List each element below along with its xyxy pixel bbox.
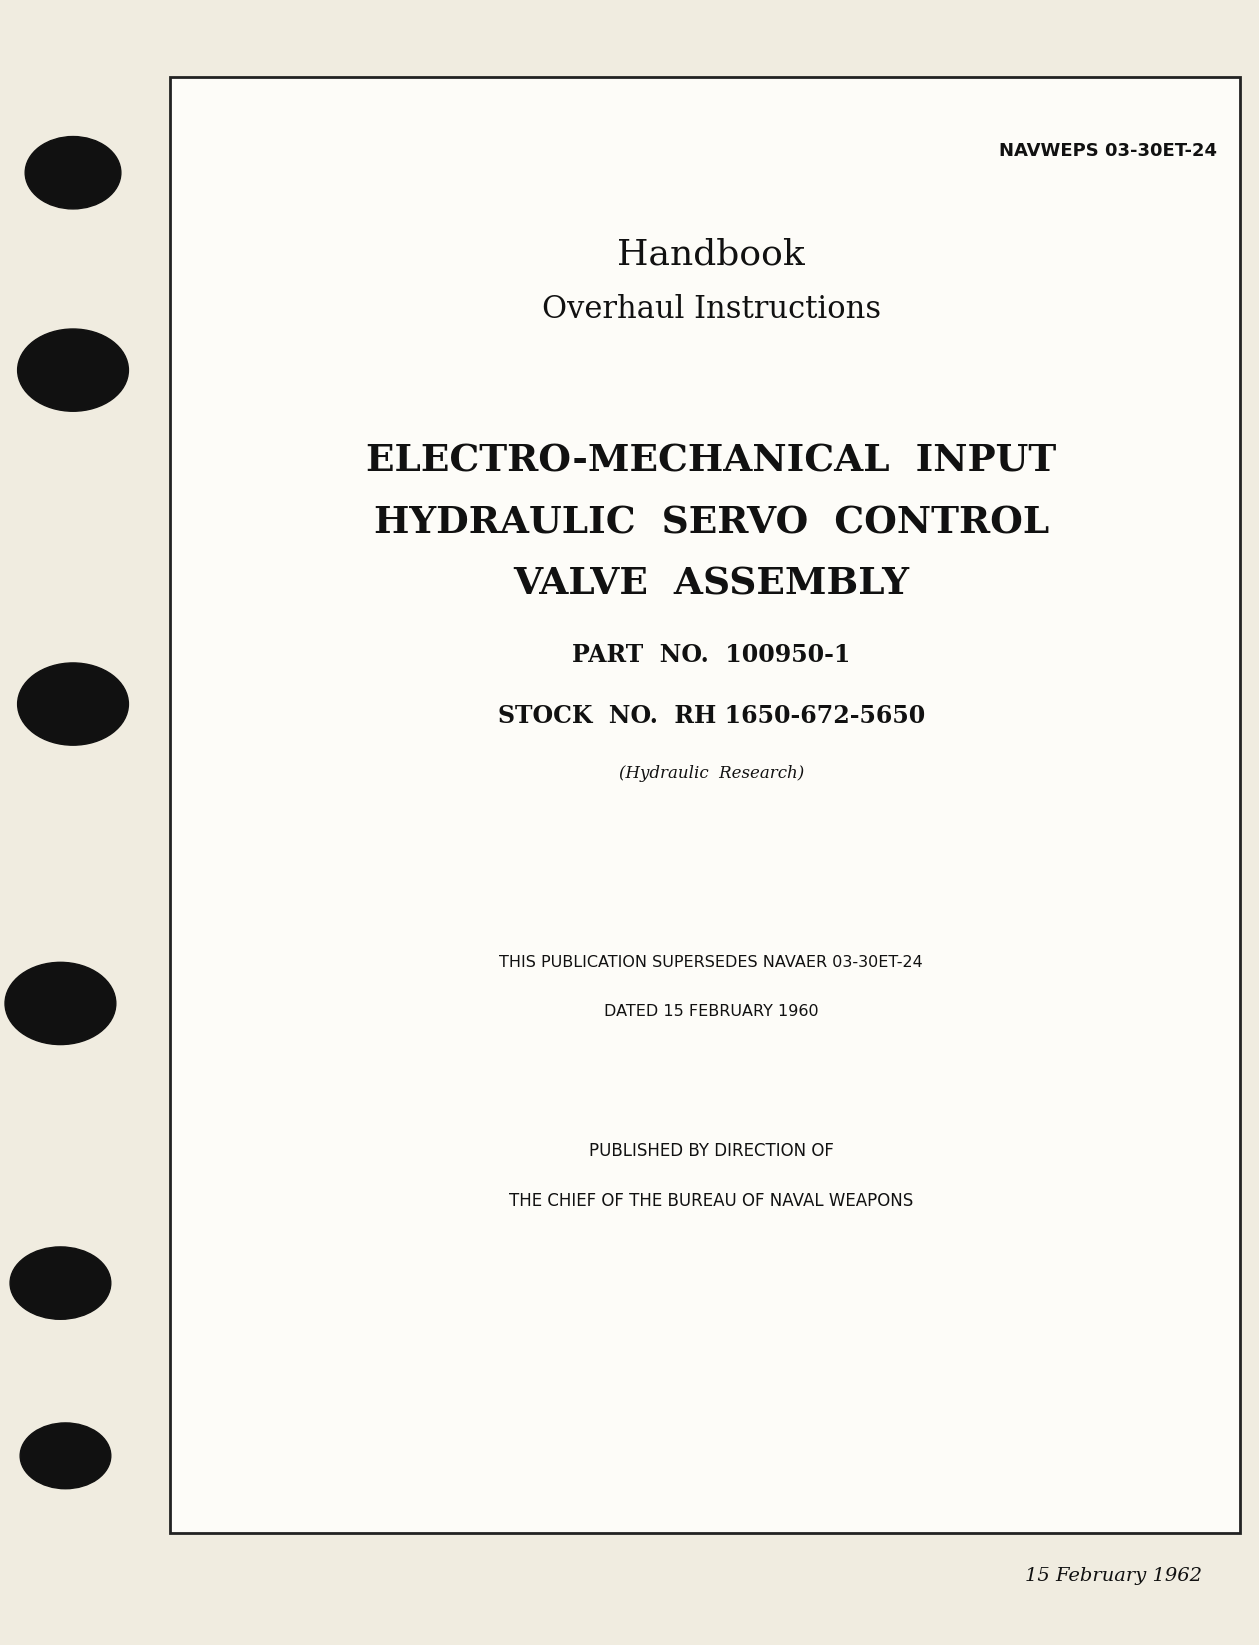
Text: THE CHIEF OF THE BUREAU OF NAVAL WEAPONS: THE CHIEF OF THE BUREAU OF NAVAL WEAPONS <box>509 1193 914 1209</box>
Text: THIS PUBLICATION SUPERSEDES NAVAER 03-30ET-24: THIS PUBLICATION SUPERSEDES NAVAER 03-30… <box>500 954 923 971</box>
Text: (Hydraulic  Research): (Hydraulic Research) <box>618 765 805 781</box>
Text: Handbook: Handbook <box>617 239 806 271</box>
Text: ELECTRO-MECHANICAL  INPUT: ELECTRO-MECHANICAL INPUT <box>366 443 1056 479</box>
Text: Overhaul Instructions: Overhaul Instructions <box>541 294 881 324</box>
Ellipse shape <box>18 329 128 411</box>
Ellipse shape <box>5 962 116 1045</box>
Text: 15 February 1962: 15 February 1962 <box>1025 1568 1202 1584</box>
Ellipse shape <box>10 1247 111 1319</box>
Text: HYDRAULIC  SERVO  CONTROL: HYDRAULIC SERVO CONTROL <box>374 505 1049 541</box>
Text: VALVE  ASSEMBLY: VALVE ASSEMBLY <box>514 566 909 602</box>
Text: PART  NO.  100950-1: PART NO. 100950-1 <box>572 643 851 666</box>
Text: NAVWEPS 03-30ET-24: NAVWEPS 03-30ET-24 <box>998 143 1217 160</box>
Text: STOCK  NO.  RH 1650-672-5650: STOCK NO. RH 1650-672-5650 <box>497 704 925 727</box>
Ellipse shape <box>25 137 121 209</box>
Text: DATED 15 FEBRUARY 1960: DATED 15 FEBRUARY 1960 <box>604 1003 818 1020</box>
Bar <box>170 77 1240 1533</box>
Text: PUBLISHED BY DIRECTION OF: PUBLISHED BY DIRECTION OF <box>589 1143 833 1160</box>
Ellipse shape <box>20 1423 111 1489</box>
Ellipse shape <box>18 663 128 745</box>
